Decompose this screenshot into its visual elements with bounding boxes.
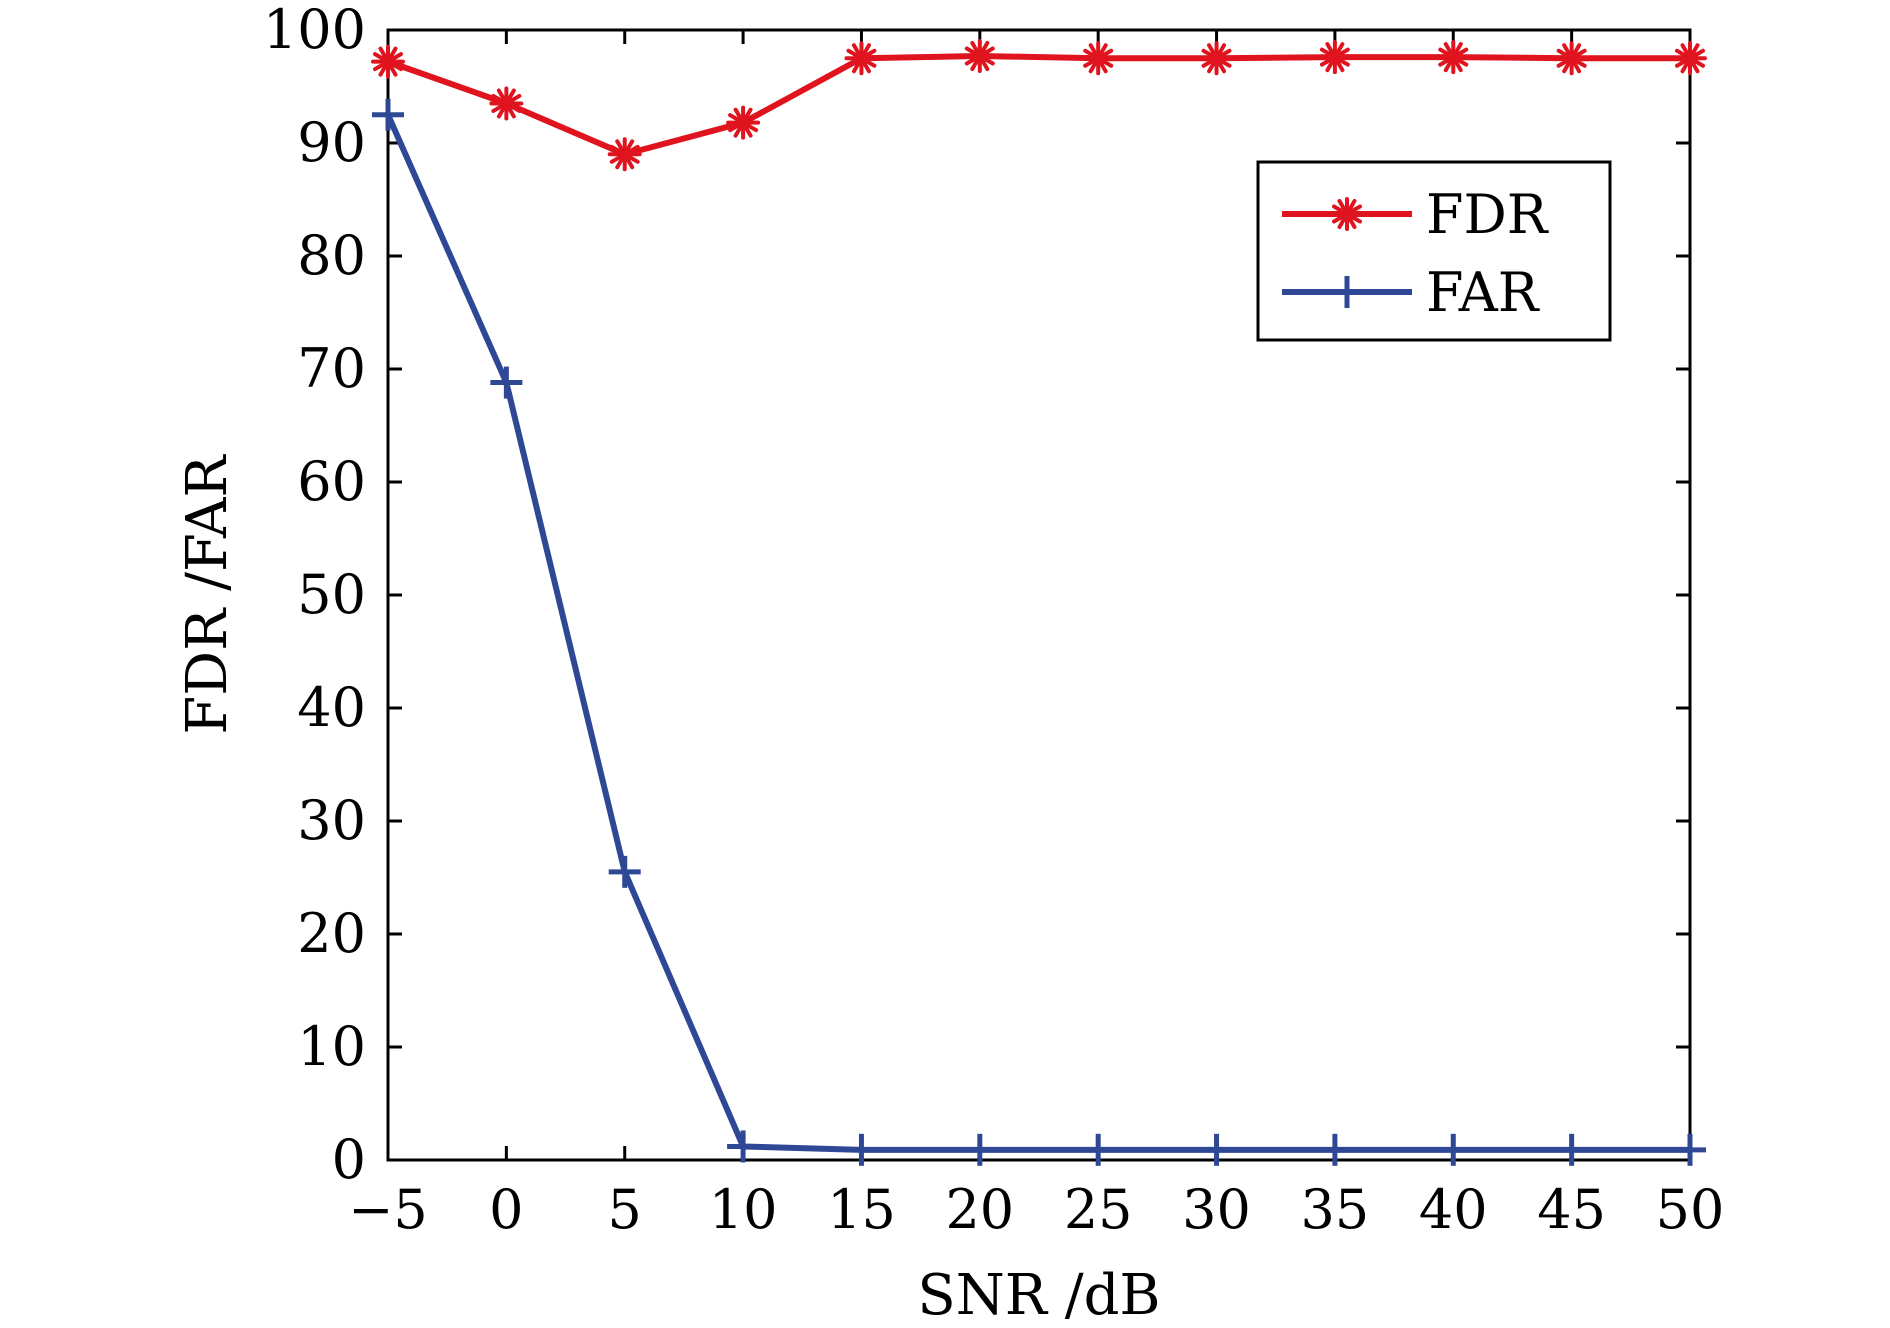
- legend-marker-far: [1331, 276, 1363, 308]
- x-tick-label: 30: [1182, 1178, 1251, 1241]
- data-point-far: [372, 98, 404, 131]
- data-point-fdr: [1199, 41, 1234, 76]
- y-tick-label: 0: [332, 1128, 366, 1191]
- y-tick-label: 80: [297, 224, 366, 287]
- legend-entries: FDR FAR: [1282, 183, 1549, 324]
- x-tick-label: 10: [709, 1178, 778, 1241]
- y-axis-ticks: 0 10 20 30 40 50 60 70 80 90 100: [263, 0, 1690, 1191]
- x-tick-label: 25: [1064, 1178, 1133, 1241]
- data-point-far: [1437, 1133, 1470, 1166]
- legend-marker-fdr: [1330, 197, 1364, 231]
- data-point-fdr: [1081, 41, 1116, 76]
- y-axis-title: FDR /FAR: [175, 454, 240, 735]
- x-tick-label: 40: [1419, 1178, 1488, 1241]
- y-tick-label: 100: [263, 0, 366, 61]
- x-tick-label: 45: [1537, 1178, 1606, 1241]
- x-tick-label: 35: [1301, 1178, 1370, 1241]
- data-point-fdr: [1554, 41, 1589, 76]
- data-point-far: [1674, 1133, 1706, 1166]
- data-point-fdr: [1317, 40, 1352, 75]
- data-point-far: [608, 855, 641, 888]
- data-point-fdr: [607, 137, 642, 172]
- x-tick-label: 50: [1656, 1178, 1725, 1241]
- data-point-far: [1200, 1133, 1233, 1166]
- data-point-fdr: [1673, 41, 1707, 76]
- data-point-far: [727, 1130, 760, 1163]
- data-point-far: [1318, 1133, 1351, 1166]
- series-line-far: [385, 113, 1690, 1153]
- legend-label-fdr: FDR: [1426, 183, 1549, 246]
- y-tick-label: 40: [297, 676, 366, 739]
- x-tick-label: 0: [489, 1178, 523, 1241]
- x-axis-ticks: −5 0 5 10 15 20 25 30 35 40 45 50: [348, 30, 1724, 1241]
- y-tick-label: 20: [297, 902, 366, 965]
- data-point-far: [1555, 1133, 1588, 1166]
- legend: FDR FAR: [1256, 160, 1612, 342]
- series-line-fdr: [387, 52, 1690, 158]
- data-point-far: [963, 1133, 996, 1166]
- legend-box: [1256, 160, 1612, 342]
- x-axis-title: SNR /dB: [917, 1263, 1160, 1328]
- x-tick-label: −5: [348, 1178, 428, 1241]
- data-point-far: [845, 1133, 878, 1166]
- y-tick-label: 30: [297, 789, 366, 852]
- data-point-far: [490, 366, 523, 399]
- data-point-fdr: [844, 41, 879, 76]
- data-point-fdr: [726, 105, 761, 140]
- x-tick-label: 15: [827, 1178, 896, 1241]
- data-point-fdr: [489, 86, 524, 121]
- y-tick-label: 10: [297, 1015, 366, 1078]
- y-tick-label: 60: [297, 450, 366, 513]
- data-point-fdr: [371, 44, 405, 79]
- x-tick-label: 20: [945, 1178, 1014, 1241]
- x-tick-label: 5: [608, 1178, 642, 1241]
- y-tick-label: 50: [297, 563, 366, 626]
- data-point-far: [1082, 1133, 1115, 1166]
- data-point-fdr: [1436, 40, 1471, 75]
- series-layer: [371, 38, 1707, 1166]
- data-point-fdr: [962, 38, 997, 73]
- legend-label-far: FAR: [1426, 261, 1540, 324]
- y-tick-label: 90: [297, 111, 366, 174]
- y-tick-label: 70: [297, 337, 366, 400]
